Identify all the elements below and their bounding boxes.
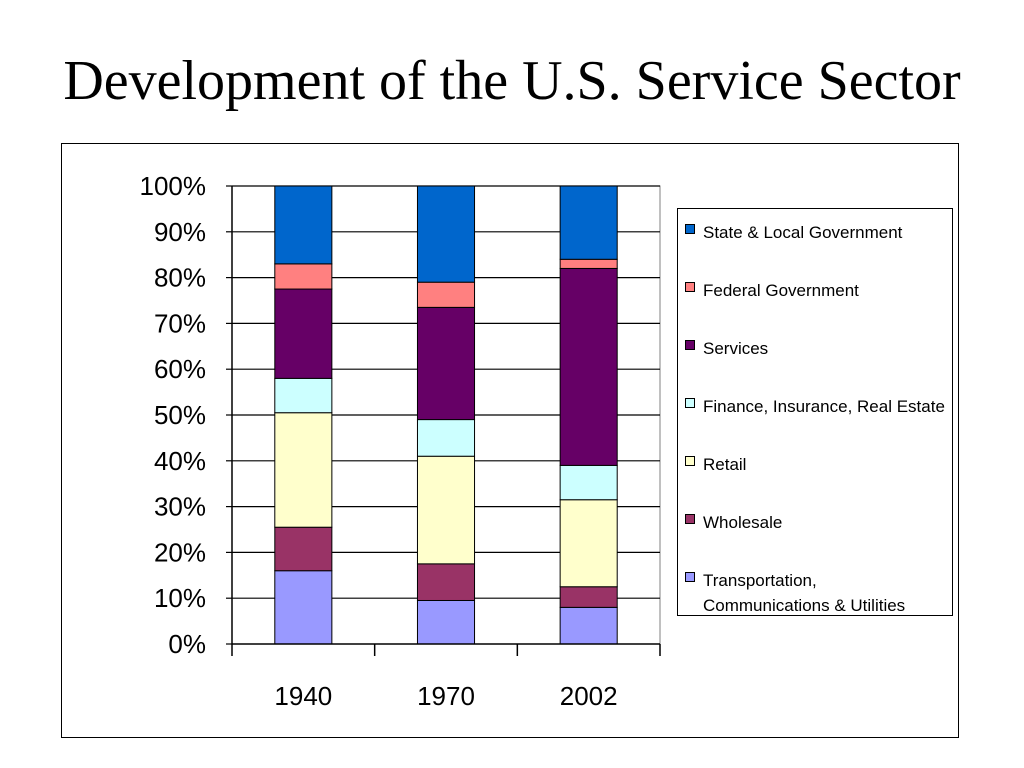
- legend-label: State & Local Government: [703, 223, 903, 242]
- bar-segment: [274, 377, 333, 414]
- x-tick-label: 2002: [560, 681, 618, 711]
- bar-segment: [559, 464, 618, 501]
- x-tick-label: 1940: [274, 681, 332, 711]
- bar-segment: [416, 281, 476, 308]
- axes: [226, 185, 661, 656]
- bar-segment: [559, 606, 618, 645]
- legend-label: Transportation, Communications & Utiliti…: [703, 571, 906, 615]
- bar-segment: [416, 455, 476, 565]
- bar-segment: [274, 263, 333, 290]
- bar-segment: [416, 185, 476, 283]
- bar-segment: [416, 599, 476, 645]
- bar-segment: [559, 258, 618, 269]
- y-tick-label: 90%: [154, 217, 206, 247]
- y-tick-label: 30%: [154, 492, 206, 522]
- legend-swatch: [685, 398, 695, 408]
- bar-segment: [274, 288, 333, 379]
- legend-label: Finance, Insurance, Real Estate: [703, 397, 945, 416]
- legend-label: Federal Government: [703, 281, 859, 300]
- x-tick-label: 1970: [417, 681, 475, 711]
- chart-legend: State & Local Government Federal Governme…: [677, 208, 953, 616]
- legend-label: Wholesale: [703, 513, 783, 532]
- legend-label: Services: [703, 339, 769, 358]
- bar-segment: [274, 412, 333, 528]
- bar-segment: [416, 306, 476, 421]
- slide-title: Development of the U.S. Service Sector: [63, 50, 961, 112]
- bar-segment: [274, 570, 333, 645]
- bar-segment: [559, 499, 618, 588]
- legend-swatch: [685, 514, 695, 524]
- bars: [274, 185, 618, 645]
- bar-segment: [274, 185, 333, 265]
- y-tick-label: 0%: [168, 629, 206, 659]
- bar-segment: [559, 185, 618, 260]
- y-tick-label: 100%: [140, 171, 207, 201]
- x-tick-labels: 1940 1970 2002: [274, 681, 617, 711]
- y-tick-label: 40%: [154, 446, 206, 476]
- y-tick-label: 20%: [154, 537, 206, 567]
- y-tick-label: 10%: [154, 583, 206, 613]
- bar-segment: [416, 563, 476, 601]
- legend-swatch: [685, 572, 695, 582]
- bar-segment: [559, 267, 618, 466]
- legend-swatch: [685, 340, 695, 350]
- legend-swatch: [685, 282, 695, 292]
- y-tick-labels: 0% 10% 20% 30% 40% 50% 60% 70% 80% 90% 100%: [140, 171, 207, 659]
- bar-segment: [559, 586, 618, 608]
- y-tick-label: 50%: [154, 400, 206, 430]
- y-tick-label: 70%: [154, 308, 206, 338]
- y-tick-label: 60%: [154, 354, 206, 384]
- legend-swatch: [685, 456, 695, 466]
- legend-label: Retail: [703, 455, 747, 474]
- bar-segment: [416, 419, 476, 457]
- legend-swatch: [685, 224, 695, 234]
- bar-segment: [274, 526, 333, 572]
- y-tick-label: 80%: [154, 263, 206, 293]
